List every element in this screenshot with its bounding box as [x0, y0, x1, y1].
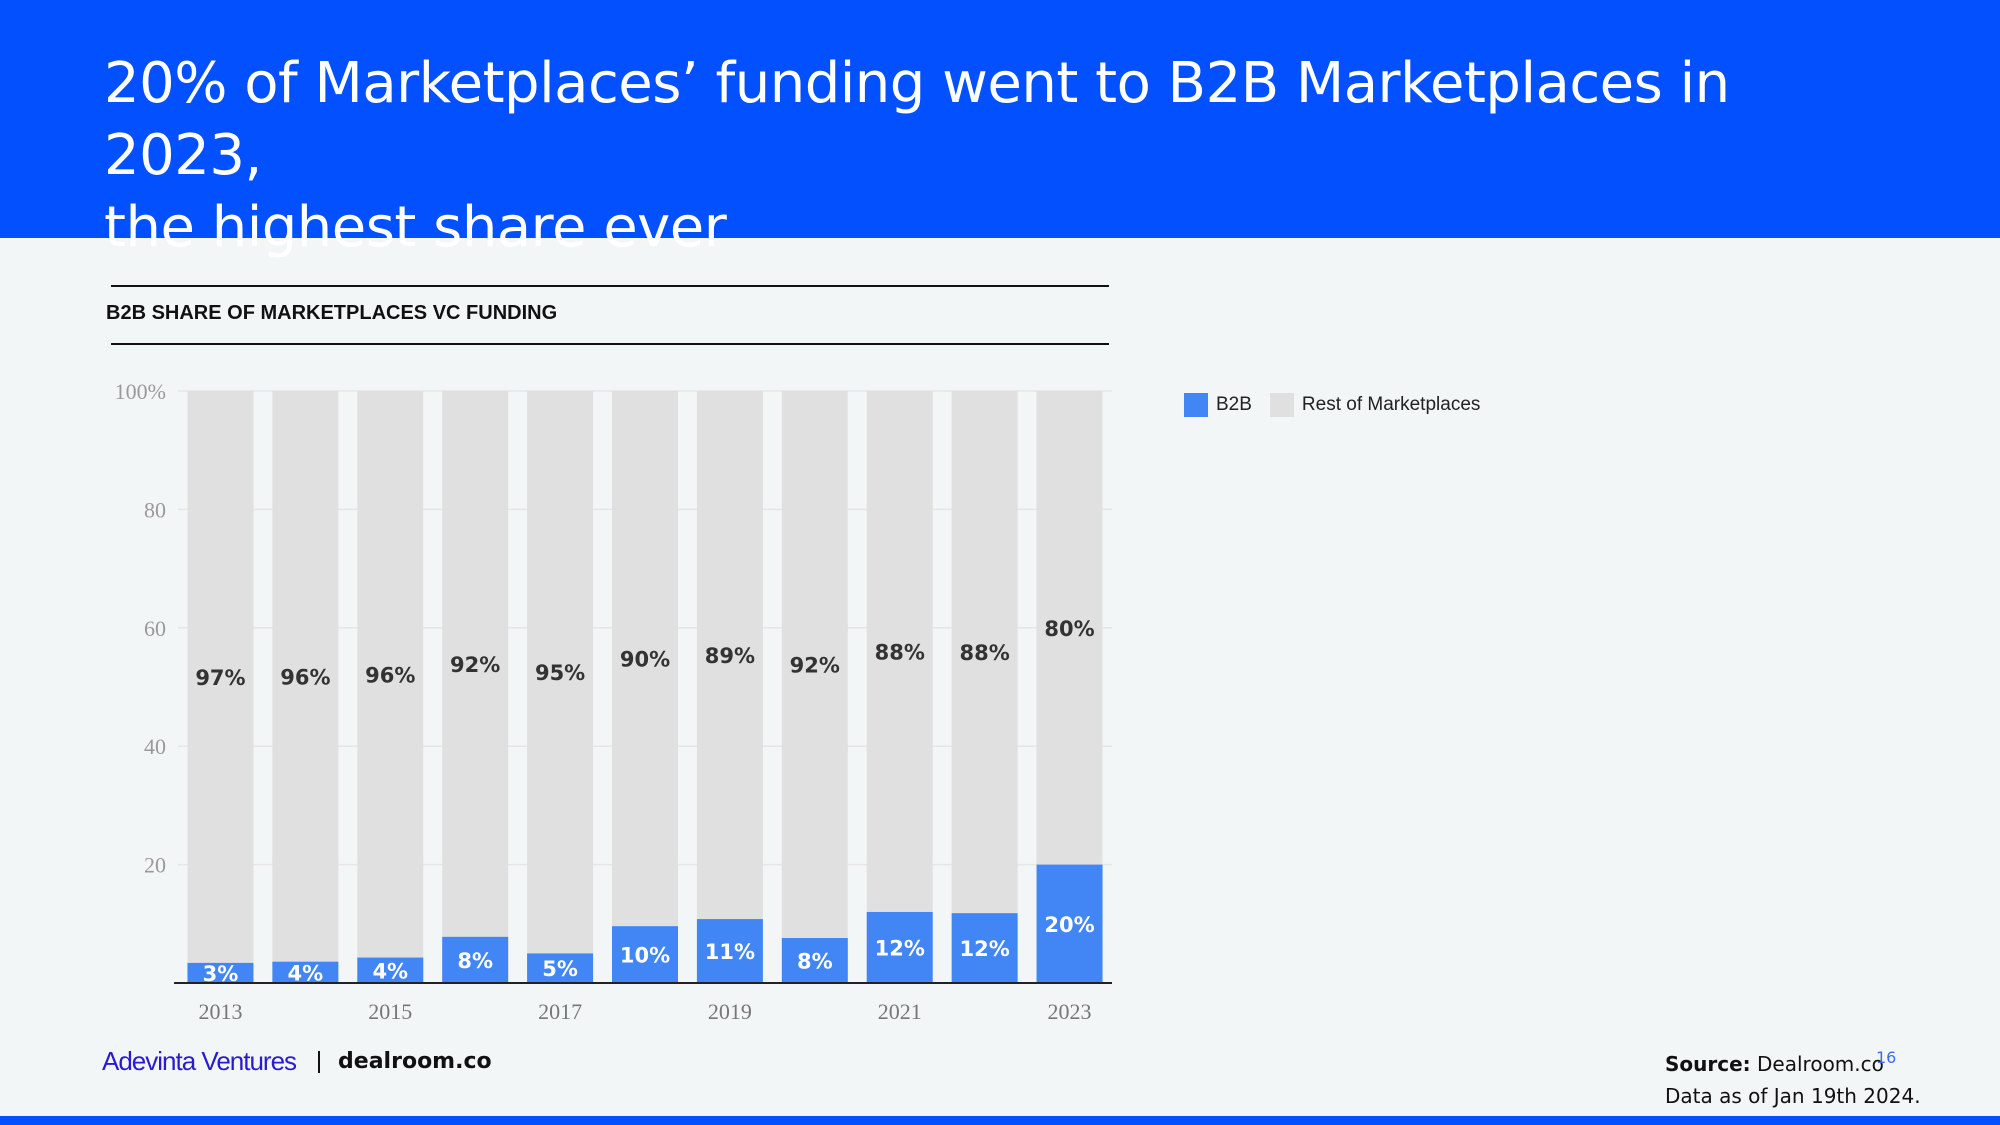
data-label-rest-2015: 96%	[365, 663, 415, 687]
adevinta-ventures-logo: Adevinta Ventures	[102, 1046, 297, 1076]
legend-label-b2b: B2B	[1216, 394, 1252, 415]
bar-b2b-2014	[272, 961, 339, 983]
chart-title-top-rule	[111, 285, 1109, 287]
data-label-b2b-2016: 8%	[457, 949, 493, 973]
x-tick-label: 2019	[708, 999, 752, 1024]
chart-title: B2B SHARE OF MARKETPLACES VC FUNDING	[106, 302, 558, 324]
data-label-b2b-2017: 5%	[542, 957, 578, 981]
y-tick-label: 100%	[115, 379, 166, 404]
data-label-rest-2022: 88%	[960, 641, 1010, 665]
data-label-b2b-2014: 4%	[288, 961, 324, 985]
legend-item-b2b: B2B	[1184, 393, 1252, 417]
x-tick-label: 2023	[1048, 999, 1092, 1024]
chart-legend: B2B Rest of Marketplaces	[1184, 393, 1498, 417]
legend-swatch-rest	[1269, 393, 1294, 417]
data-label-b2b-2018: 10%	[620, 944, 670, 968]
chart-title-bottom-rule	[111, 343, 1109, 345]
bar-rest-2022	[951, 391, 1018, 914]
data-date-note: Data as of Jan 19th 2024.	[1665, 1084, 1921, 1108]
bar-rest-2021	[866, 391, 933, 912]
legend-swatch-b2b	[1184, 393, 1208, 417]
bar-rest-2016	[442, 391, 509, 937]
data-label-rest-2017: 95%	[535, 661, 585, 685]
x-tick-label: 2021	[878, 999, 922, 1024]
data-label-b2b-2023: 20%	[1044, 913, 1094, 937]
y-tick-label: 80	[144, 497, 166, 522]
header-banner: 20% of Marketplaces’ funding went to B2B…	[0, 0, 2000, 260]
data-label-b2b-2022: 12%	[960, 937, 1010, 961]
data-label-b2b-2020: 8%	[797, 950, 833, 974]
source-label: Source:	[1665, 1052, 1751, 1076]
bar-b2b-2022	[951, 913, 1018, 983]
legend-label-rest: Rest of Marketplaces	[1301, 394, 1481, 415]
bar-rest-2015	[357, 391, 424, 958]
source-note: Source: Dealroom.co Data as of Jan 19th …	[1665, 1048, 1921, 1112]
bar-b2b-2013	[187, 962, 254, 983]
data-label-rest-2020: 92%	[790, 654, 840, 678]
data-label-rest-2014: 96%	[280, 665, 330, 689]
bar-b2b-2016	[442, 936, 509, 983]
data-label-rest-2023: 80%	[1044, 617, 1094, 641]
logo-separator	[318, 1050, 321, 1073]
bar-rest-2023	[1036, 391, 1103, 865]
footer-logos: Adevinta Ventures dealroom.co	[102, 1046, 492, 1077]
bar-rest-2018	[612, 391, 678, 927]
data-label-rest-2013: 97%	[195, 666, 245, 690]
x-tick-label: 2013	[198, 999, 242, 1024]
y-tick-label: 20	[144, 853, 166, 878]
bar-b2b-2015	[357, 957, 424, 983]
data-label-b2b-2015: 4%	[372, 959, 408, 983]
bar-b2b-2023	[1036, 864, 1103, 983]
source-value: Dealroom.co	[1750, 1052, 1884, 1076]
bar-b2b-2020	[781, 938, 848, 983]
bar-b2b-2018	[612, 926, 678, 983]
page-title: 20% of Marketplaces’ funding went to B2B…	[104, 48, 1904, 264]
data-label-rest-2021: 88%	[875, 640, 925, 664]
data-label-b2b-2021: 12%	[875, 936, 925, 960]
page-number: 16	[1876, 1048, 1897, 1067]
data-label-rest-2016: 92%	[450, 653, 500, 677]
data-label-rest-2018: 90%	[620, 648, 670, 672]
x-tick-label: 2015	[368, 999, 412, 1024]
x-tick-label: 2017	[538, 999, 582, 1024]
page-title-line-1: 20% of Marketplaces’ funding went to B2B…	[104, 51, 1730, 188]
page-title-line-2: the highest share ever	[104, 195, 727, 260]
data-label-b2b-2013: 3%	[203, 962, 239, 986]
bar-rest-2014	[272, 391, 339, 962]
y-tick-label: 60	[144, 616, 166, 641]
bar-rest-2019	[696, 391, 763, 920]
bar-rest-2013	[187, 391, 254, 963]
bar-b2b-2021	[866, 911, 933, 983]
data-label-rest-2019: 89%	[705, 644, 755, 668]
bar-rest-2017	[527, 391, 594, 954]
legend-item-rest: Rest of Marketplaces	[1269, 393, 1481, 417]
data-label-b2b-2019: 11%	[705, 940, 755, 964]
dealroom-logo: dealroom.co	[338, 1049, 492, 1074]
bar-rest-2020	[781, 391, 848, 939]
bar-b2b-2017	[527, 953, 594, 983]
y-tick-label: 40	[144, 734, 166, 759]
bar-b2b-2019	[696, 919, 763, 983]
bottom-accent-bar	[0, 1116, 2000, 1125]
